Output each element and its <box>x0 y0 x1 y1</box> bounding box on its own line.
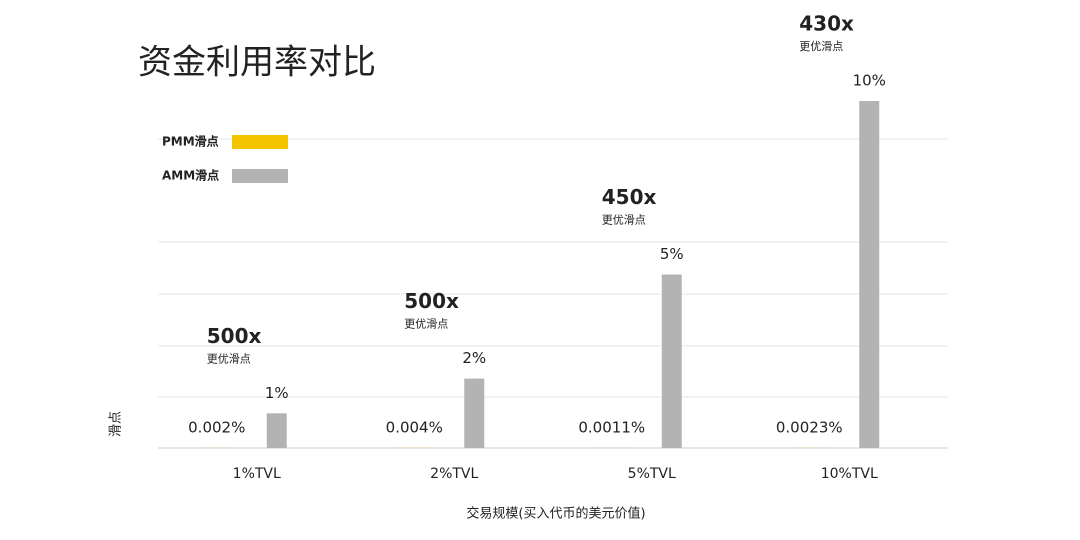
y-axis-label: 滑点 <box>109 411 124 437</box>
annotation: 500x <box>207 324 262 348</box>
value-label: 1% <box>265 384 289 402</box>
x-tick-label: 1%TVL <box>233 466 281 482</box>
annotation: 500x <box>404 289 459 313</box>
x-tick-label: 2%TVL <box>430 466 478 482</box>
annotation: 430x <box>799 12 854 36</box>
chart-title: 资金利用率对比 <box>138 43 376 83</box>
bar <box>859 101 880 448</box>
value-label: 0.004% <box>386 418 443 436</box>
grid <box>158 138 948 398</box>
x-tick-label: 10%TVL <box>821 466 878 482</box>
annotation-sub: 更优滑点 <box>799 40 843 53</box>
bar <box>464 378 485 448</box>
bar <box>661 274 682 448</box>
legend-label: PMM滑点 <box>162 134 219 149</box>
bar <box>266 413 287 448</box>
annotation: 450x <box>602 185 657 209</box>
legend-swatch <box>232 135 288 149</box>
annotation-sub: 更优滑点 <box>602 214 646 227</box>
legend-swatch <box>232 169 288 183</box>
value-label: 0.0023% <box>776 418 843 436</box>
annotation-sub: 更优滑点 <box>404 318 448 331</box>
legend-label: AMM滑点 <box>162 168 219 183</box>
value-label: 0.0011% <box>578 418 645 436</box>
x-axis-label: 交易规模(买入代币的美元价值) <box>466 506 645 522</box>
value-label: 10% <box>853 72 886 90</box>
value-label: 5% <box>660 245 684 263</box>
value-label: 2% <box>462 349 486 367</box>
annotation-sub: 更优滑点 <box>207 352 251 365</box>
value-label: 0.002% <box>188 418 245 436</box>
x-tick-label: 5%TVL <box>628 466 676 482</box>
